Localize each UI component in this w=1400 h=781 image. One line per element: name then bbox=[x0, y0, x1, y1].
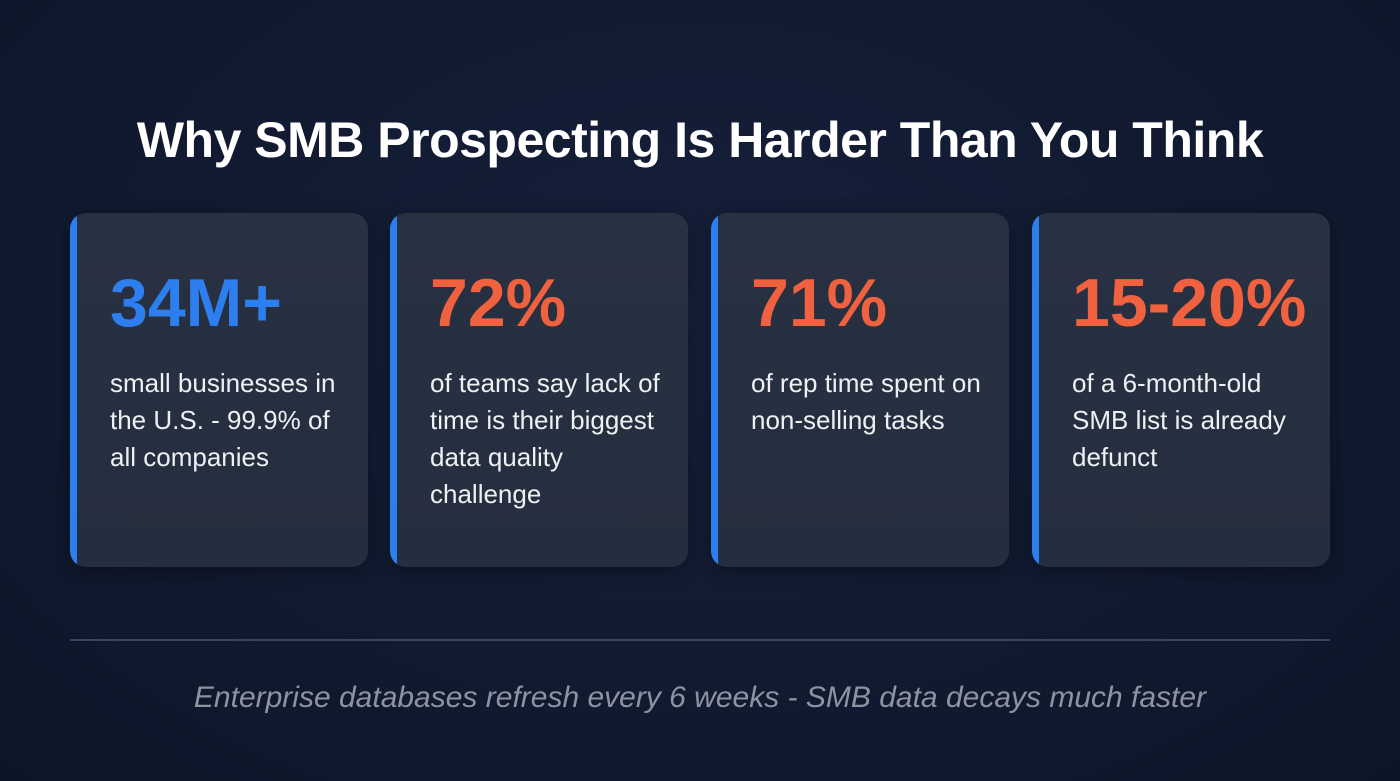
divider bbox=[70, 639, 1330, 641]
footnote: Enterprise databases refresh every 6 wee… bbox=[193, 681, 1207, 714]
stat-description: of a 6-month-old SMB list is already def… bbox=[1072, 368, 1286, 472]
card-body: 72% of teams say lack of time is their b… bbox=[397, 213, 688, 567]
stat-card-small-businesses: 34M+ small businesses in the U.S. - 99.9… bbox=[70, 213, 368, 567]
stat-card-defunct-list: 15-20% of a 6-month-old SMB list is alre… bbox=[1032, 213, 1330, 567]
stat-card-lack-of-time: 72% of teams say lack of time is their b… bbox=[390, 213, 688, 567]
stat-value: 72% bbox=[430, 265, 567, 341]
stat-cards: 34M+ small businesses in the U.S. - 99.9… bbox=[70, 213, 1330, 567]
stat-value: 71% bbox=[751, 265, 888, 341]
card-body: 15-20% of a 6-month-old SMB list is alre… bbox=[1039, 213, 1330, 567]
stat-value: 34M+ bbox=[110, 265, 282, 341]
card-body: 34M+ small businesses in the U.S. - 99.9… bbox=[77, 213, 368, 567]
stat-card-rep-time: 71% of rep time spent on non-selling tas… bbox=[711, 213, 1009, 567]
page-title: Why SMB Prospecting Is Harder Than You T… bbox=[136, 111, 1264, 168]
stat-description: of teams say lack of time is their bigge… bbox=[430, 368, 660, 509]
stat-value: 15-20% bbox=[1072, 265, 1307, 341]
card-body: 71% of rep time spent on non-selling tas… bbox=[718, 213, 1009, 567]
stat-description: small businesses in the U.S. - 99.9% of … bbox=[110, 368, 336, 472]
stat-description: of rep time spent on non-selling tasks bbox=[751, 368, 981, 435]
